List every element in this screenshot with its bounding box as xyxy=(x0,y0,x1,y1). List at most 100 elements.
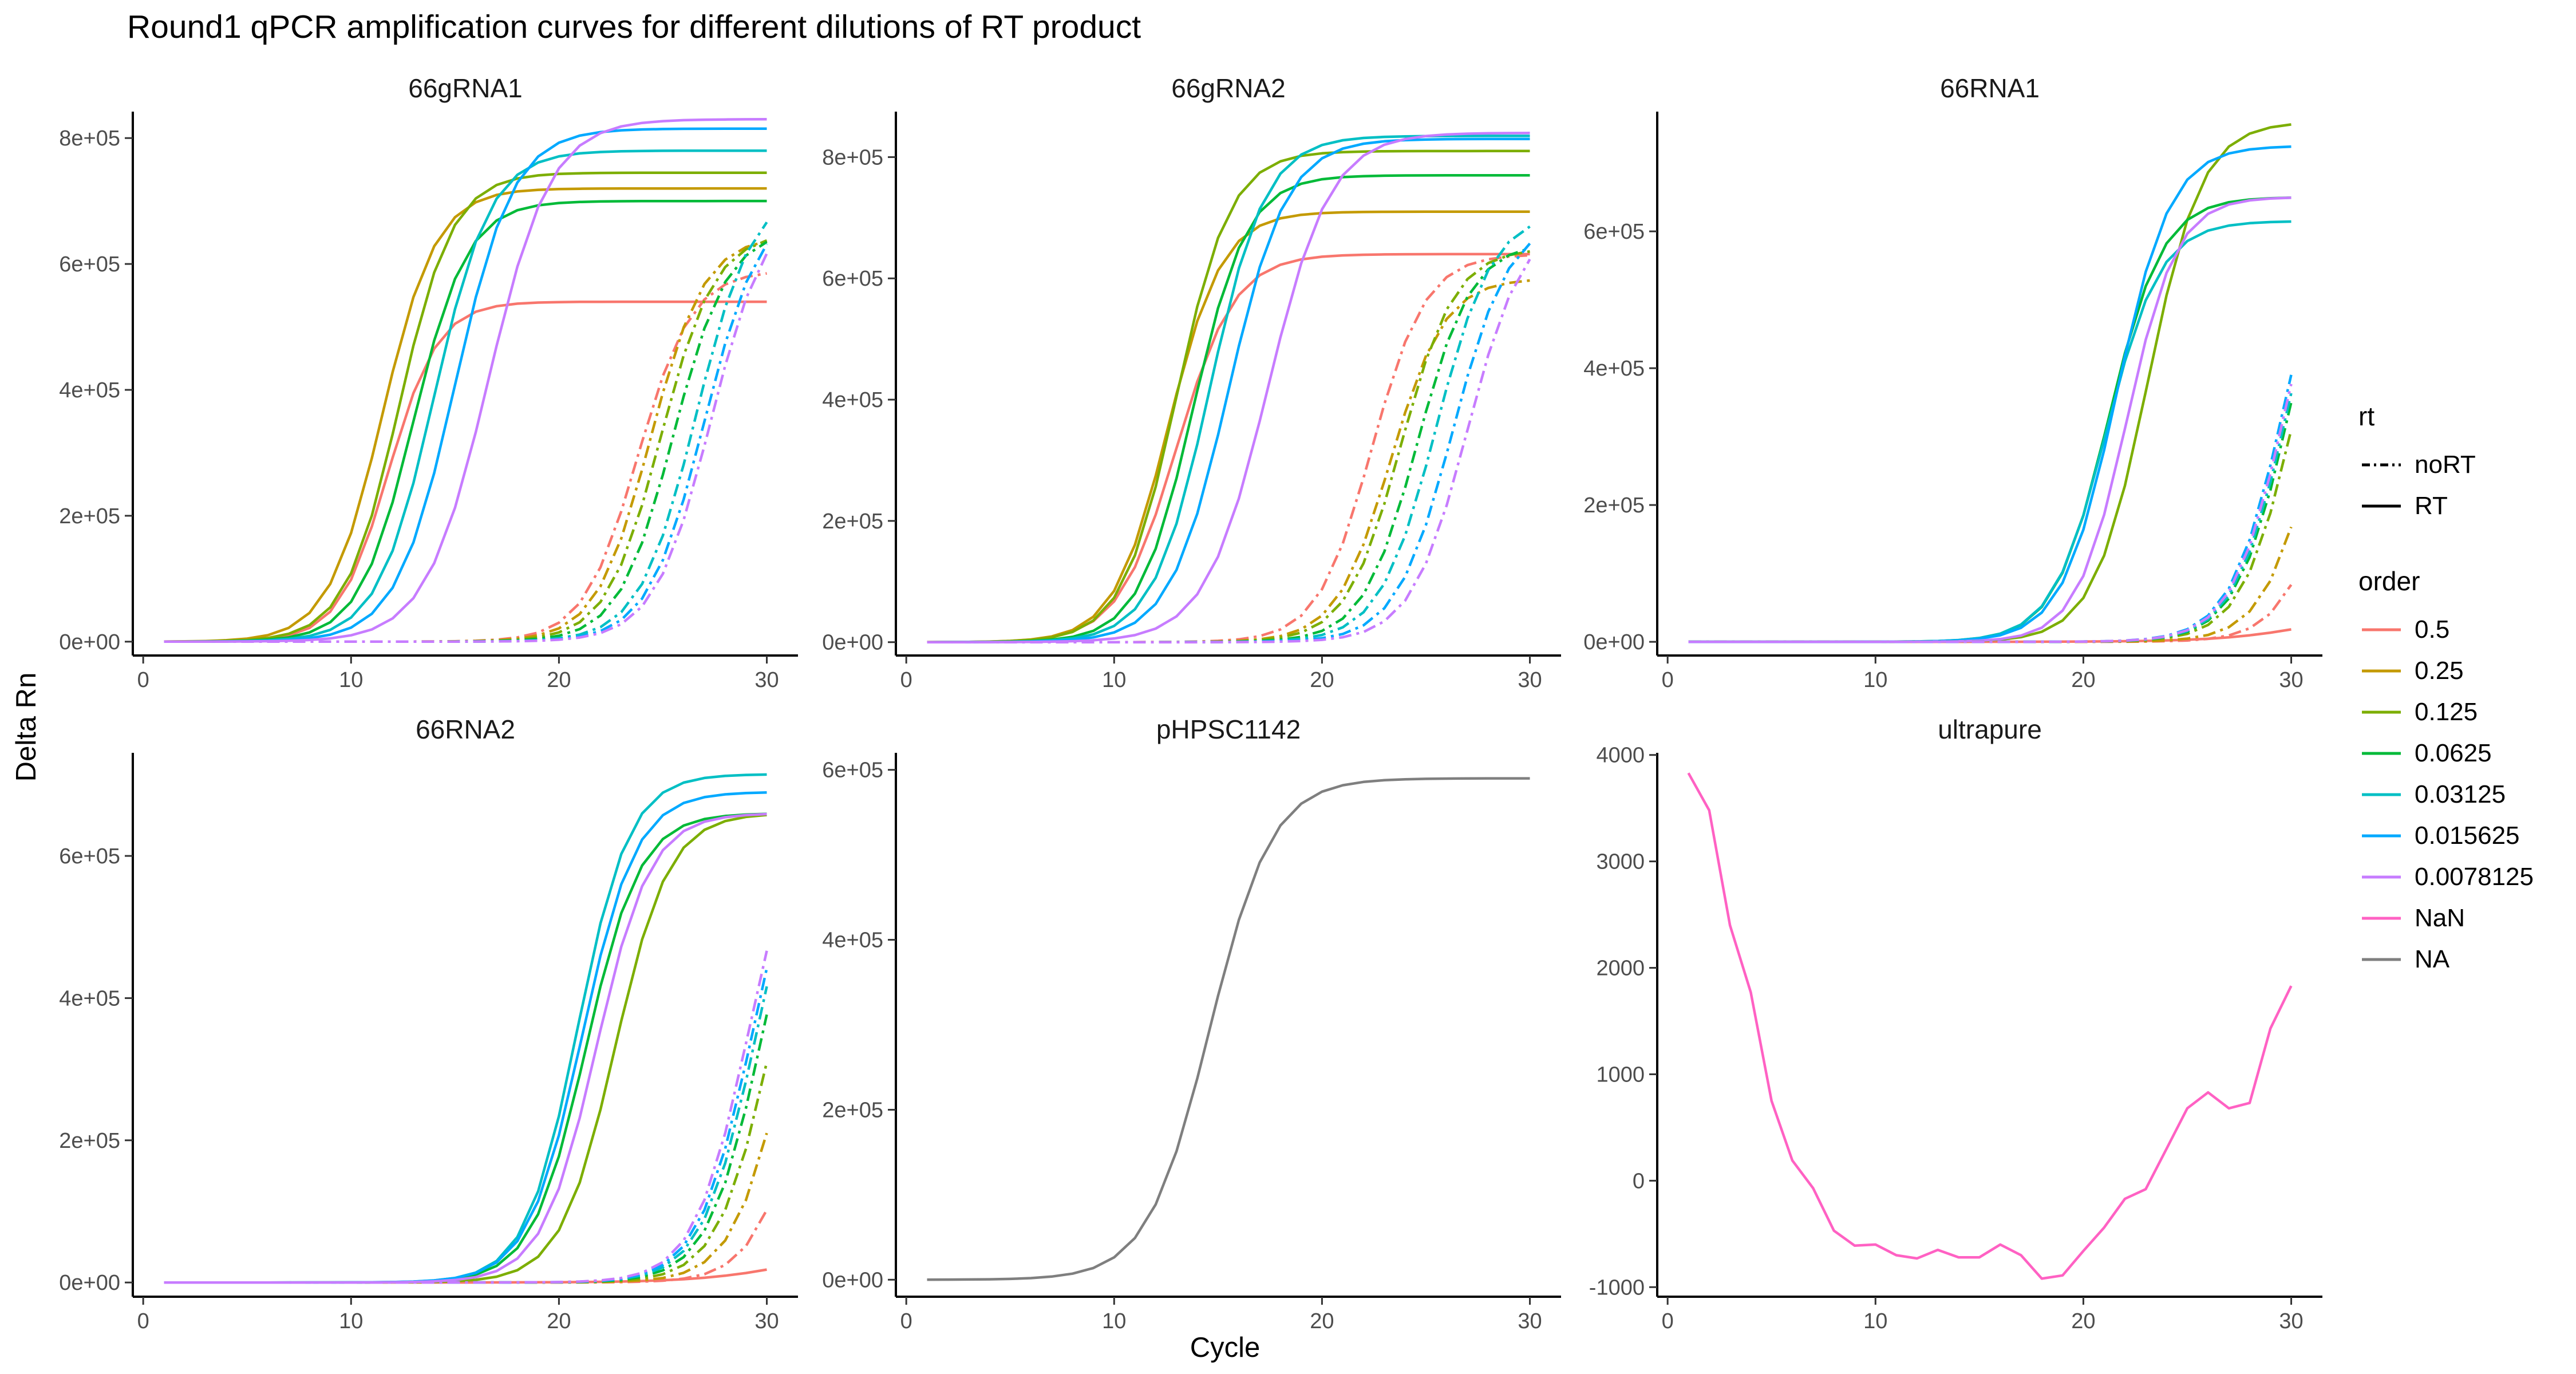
series-line-0-125-rt xyxy=(164,171,767,643)
legend-label-rt: RT xyxy=(2415,492,2448,520)
x-tick-label: 0 xyxy=(137,1309,149,1333)
y-tick-label: 4e+05 xyxy=(822,388,883,412)
y-tick-label: 6e+05 xyxy=(59,252,120,277)
y-tick-label: 2e+05 xyxy=(59,504,120,528)
y-tick-label: 6e+05 xyxy=(59,844,120,868)
legend-key-0-015625 xyxy=(2362,834,2401,838)
legend-key-0-5 xyxy=(2362,628,2401,631)
x-tick-label: 10 xyxy=(1102,1309,1126,1333)
y-tick-label: 4000 xyxy=(1596,744,1645,768)
series-line-0-0078125-rt xyxy=(927,132,1530,643)
panel-title-66rna2: 66RNA2 xyxy=(416,714,515,744)
series-line-0-125-rt xyxy=(1688,123,2291,643)
legend-label-0-0625: 0.0625 xyxy=(2415,739,2492,767)
legend-order-title: order xyxy=(2358,566,2420,596)
series-line-0-03125-nort xyxy=(927,225,1531,643)
legend-key-rt xyxy=(2362,504,2401,508)
y-tick-label: 8e+05 xyxy=(59,127,120,151)
x-tick-label: 20 xyxy=(2071,1309,2095,1333)
x-tick-label: 0 xyxy=(1662,668,1674,692)
y-tick-label: 4e+05 xyxy=(822,929,883,953)
series-line-0-25-nort xyxy=(164,1132,768,1284)
panel-ultrapure: ultrapure 0 10 20 30 -1000 0 1000 2000 3000 4000 xyxy=(1589,714,2322,1333)
series-line-0-0625-nort xyxy=(1688,402,2293,643)
panel-title-66grna1: 66gRNA1 xyxy=(408,73,522,103)
y-tick-label: 0e+00 xyxy=(822,631,883,655)
series-line-0-015625-nort xyxy=(164,968,768,1284)
x-tick-label: 20 xyxy=(2071,668,2095,692)
legend-rt-title: rt xyxy=(2358,401,2375,431)
y-tick-label: 6e+05 xyxy=(1583,220,1645,244)
y-tick-label: 0 xyxy=(1633,1169,1645,1193)
panel-66rna1: 66RNA1 0 10 20 30 0e+00 2e+05 4e+05 6e+05 xyxy=(1583,73,2322,692)
legend-item-na: NA xyxy=(2358,939,2565,980)
y-tick-label: 2e+05 xyxy=(822,1098,883,1122)
y-tick-label: 8e+05 xyxy=(822,145,883,169)
x-tick-label: 10 xyxy=(339,1309,363,1333)
y-tick-label: 2e+05 xyxy=(1583,493,1645,518)
legend-item-0-0625: 0.0625 xyxy=(2358,733,2565,774)
y-tick-label: 6e+05 xyxy=(822,267,883,291)
series-line-0-03125-rt xyxy=(164,773,767,1284)
series-line-na-rt xyxy=(927,777,1530,1281)
series-line-0-125-nort xyxy=(1688,429,2293,643)
x-tick-label: 10 xyxy=(1102,668,1126,692)
panel-66rna2: 66RNA2 0 10 20 30 0e+00 2e+05 4e+05 6e+05 xyxy=(59,714,798,1333)
panel-title-66grna2: 66gRNA2 xyxy=(1171,73,1285,103)
series-line-0-25-nort xyxy=(1688,526,2293,643)
series-line-nan-rt xyxy=(1687,772,2293,1280)
legend-key-0-03125 xyxy=(2362,793,2401,796)
y-tick-label: 0e+00 xyxy=(822,1268,883,1292)
y-tick-label: 6e+05 xyxy=(822,759,883,783)
legend-key-nan xyxy=(2362,917,2401,920)
series-line-0-0078125-rt xyxy=(164,812,767,1284)
legend-order-items: 0.5 0.25 0.125 0.0625 0.03125 0.015625 0.00781… xyxy=(2358,609,2565,980)
x-tick-label: 30 xyxy=(754,668,779,692)
legend-item-rt: RT xyxy=(2358,485,2565,527)
legend-item-0-03125: 0.03125 xyxy=(2358,774,2565,815)
x-tick-label: 0 xyxy=(900,668,912,692)
y-tick-label: 2000 xyxy=(1596,957,1645,981)
x-tick-label: 30 xyxy=(2279,1309,2303,1333)
series-line-0-0078125-nort xyxy=(1688,384,2293,643)
series-line-0-03125-nort xyxy=(164,221,768,643)
panel-66grna1: 66gRNA1 0 10 20 30 0e+00 2e+05 4e+05 6e+05 8e+05 xyxy=(59,73,798,692)
legend-item-0-015625: 0.015625 xyxy=(2358,815,2565,856)
series-line-0-0625-nort xyxy=(164,1014,768,1284)
panel-66grna2: 66gRNA2 0 10 20 30 0e+00 2e+05 4e+05 6e+05 8e+05 xyxy=(822,73,1561,692)
legend-key-nort xyxy=(2362,463,2401,467)
series-line-0-0078125-nort xyxy=(164,252,768,643)
series-line-0-0078125-nort xyxy=(927,258,1531,643)
x-tick-label: 10 xyxy=(1863,668,1887,692)
series-line-0-125-rt xyxy=(164,814,767,1284)
x-tick-label: 0 xyxy=(1662,1309,1674,1333)
legend-item-0-25: 0.25 xyxy=(2358,650,2565,692)
series-line-0-0078125-rt xyxy=(1688,196,2291,643)
y-tick-label: 2e+05 xyxy=(59,1129,120,1153)
y-tick-label: -1000 xyxy=(1589,1276,1645,1300)
series-line-0-0078125-nort xyxy=(164,950,768,1284)
legend-label-na: NA xyxy=(2415,945,2450,973)
series-line-0-125-rt xyxy=(927,149,1530,643)
legend-label-0-25: 0.25 xyxy=(2415,657,2464,685)
chart-title: Round1 qPCR amplification curves for dif… xyxy=(127,9,1141,45)
x-tick-label: 30 xyxy=(2279,668,2303,692)
series-line-0-015625-nort xyxy=(1688,374,2293,643)
series-line-0-25-rt xyxy=(164,187,767,643)
series-line-0-015625-nort xyxy=(164,243,768,643)
legend-key-0-125 xyxy=(2362,710,2401,714)
panel-phpsc1142: pHPSC1142 0 10 20 30 0e+00 2e+05 4e+05 6e+05 xyxy=(822,714,1561,1333)
legend-key-0-0078125 xyxy=(2362,875,2401,879)
x-tick-label: 20 xyxy=(1310,1309,1334,1333)
series-line-0-0625-rt xyxy=(164,812,767,1284)
legend-label-0-0078125: 0.0078125 xyxy=(2415,863,2534,891)
legend-label-0-125: 0.125 xyxy=(2415,698,2478,726)
x-tick-label: 30 xyxy=(1518,668,1542,692)
y-tick-label: 0e+00 xyxy=(59,630,120,654)
series-line-0-25-nort xyxy=(927,279,1530,643)
y-tick-label: 4e+05 xyxy=(1583,357,1645,381)
legend-label-nort: noRT xyxy=(2415,451,2476,479)
legend-label-0-015625: 0.015625 xyxy=(2415,822,2520,850)
legend-item-nan: NaN xyxy=(2358,898,2565,939)
